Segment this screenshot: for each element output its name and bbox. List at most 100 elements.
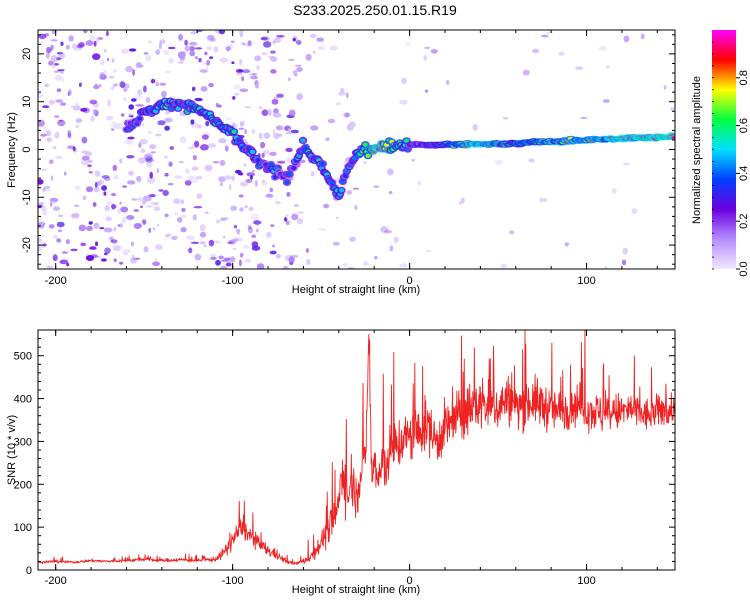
spectrogram-speckle [254,180,258,187]
spectrogram-speckle [46,137,52,143]
spectrogram-speckle [296,67,303,72]
spectrogram-speckle [338,91,346,96]
spectrogram-x-tick-label: 0 [407,275,413,287]
spectrogram-speckle [48,99,56,105]
spectrogram-speckle [604,266,608,269]
spectrogram-speckle [286,158,292,163]
spectrogram-speckle [127,136,135,140]
spectrogram-speckle [43,126,48,131]
spectrogram-speckle [50,55,58,62]
colorbar-tick-label: 0.8 [738,70,750,85]
spectrogram-speckle [310,171,315,177]
spectrogram-speckle [121,216,127,224]
spectrogram-speckle [219,182,223,187]
colorbar: 0.0 0.2 0.4 0.6 0.8 Normalized spectral ampl… [691,30,750,277]
spectrogram-speckle [80,242,87,247]
spectrogram-speckle [164,117,173,123]
spectrogram-speckle [174,175,183,180]
spectrogram-speckle [110,193,117,197]
spectrogram-speckle [188,247,193,254]
spectrogram-x-axis-label: Height of straight line (km) [292,284,420,296]
spectrogram-speckle [145,96,151,104]
spectrogram-speckle [148,130,152,134]
spectrogram-speckle [112,164,118,171]
spectrogram-speckle [290,129,299,134]
spectrogram-speckle [87,160,93,163]
spectrogram-speckle [43,188,52,192]
spectrogram-speckle [106,30,109,37]
spectrogram-speckle [87,39,92,45]
spectrogram-speckle [158,189,164,192]
spectrogram-speckle [93,40,97,47]
spectrogram-speckle [352,187,360,190]
spectrogram-speckle [85,255,95,261]
spectrogram-speckle [242,69,251,73]
colorbar-tick-label: 0.6 [738,118,750,133]
spectrogram-speckle [335,216,339,220]
spectrogram-speckle [196,193,203,200]
snr-y-tick-label: 0 [26,565,32,577]
spectrogram-speckle [206,59,211,66]
spectrogram-speckle [522,69,530,76]
spectrogram-speckle [195,175,203,180]
spectrogram-speckle [141,199,147,205]
spectrogram-speckle [190,241,200,244]
spectrogram-speckle [374,255,378,260]
spectrogram-x-tick-label: -100 [222,275,244,287]
snr-x-axis-label: Height of straight line (km) [292,584,420,596]
spectrogram-speckle [68,35,74,42]
snr-y-tick-label: 300 [14,436,32,448]
spectrogram-speckle [230,40,235,43]
spectrogram-speckle [254,55,262,62]
spectrogram-speckle [239,88,248,93]
spectrogram-speckle [113,83,118,87]
spectrogram-speckle [194,97,203,102]
spectrogram-speckle [288,256,295,264]
spectrogram-speckle [57,69,65,72]
spectrogram-speckle [255,228,259,233]
spectrogram-speckle [155,49,161,55]
spectrogram-speckle [92,53,101,61]
spectrogram-ridge-core [249,149,256,154]
spectrogram-speckle [147,176,156,184]
spectrogram-speckle [323,203,330,209]
spectrogram-speckle [178,33,184,41]
spectrogram-speckle [39,226,44,229]
spectrogram-speckle [242,245,250,249]
spectrogram-speckle [173,212,179,216]
snr-series-line [38,330,675,566]
spectrogram-speckle [284,217,287,222]
spectrogram-speckle [405,42,411,47]
spectrogram-speckle [108,75,115,79]
spectrogram-speckle [247,224,252,230]
spectrogram-speckle [141,122,145,128]
spectrogram-speckle [119,261,124,265]
spectrogram-speckle [181,199,184,205]
spectrogram-speckle [164,70,171,73]
spectrogram-ridge-core [291,165,297,171]
spectrogram-speckle [184,180,192,186]
spectrogram-speckle [67,130,72,138]
spectrogram-speckle [564,242,570,247]
spectrogram-speckle [75,102,80,108]
spectrogram-speckle [622,247,629,255]
spectrogram-speckle [134,95,143,100]
spectrogram-speckle [50,39,58,42]
spectrogram-speckle [194,253,202,261]
spectrogram-speckle [72,105,81,111]
spectrogram-speckle [178,160,184,164]
spectrogram-speckle [60,41,64,47]
spectrogram-speckle [110,128,115,131]
spectrogram-speckle [292,37,296,42]
spectrogram-speckle [238,127,244,130]
snr-panel: -200 -100 0 100 0 100 200 300 400 500 Height of … [6,329,676,596]
spectrogram-ridge-core [320,161,326,166]
spectrogram-speckle [119,201,122,205]
spectrogram-speckle [159,39,166,44]
spectrogram-speckle [123,248,131,254]
spectrogram-speckle [623,162,630,166]
spectrogram-speckle [106,115,114,121]
spectrogram-speckle [123,97,127,102]
